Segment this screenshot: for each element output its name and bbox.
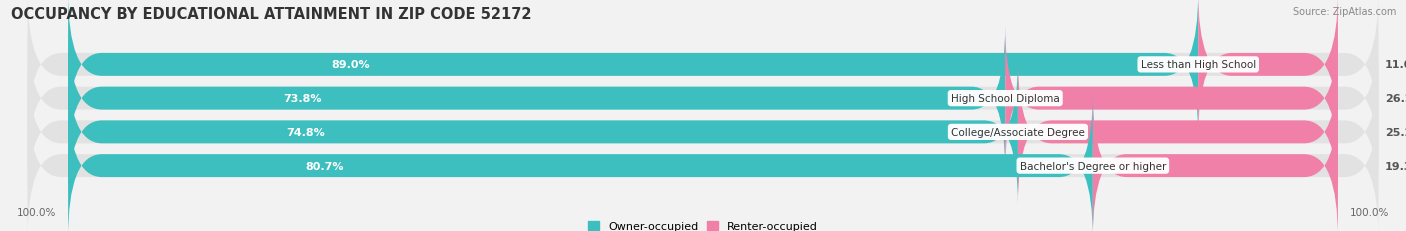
Text: 100.0%: 100.0%: [1350, 207, 1389, 217]
Legend: Owner-occupied, Renter-occupied: Owner-occupied, Renter-occupied: [588, 221, 818, 231]
FancyBboxPatch shape: [28, 26, 1378, 171]
Text: Source: ZipAtlas.com: Source: ZipAtlas.com: [1292, 7, 1396, 17]
Text: 100.0%: 100.0%: [17, 207, 56, 217]
FancyBboxPatch shape: [67, 26, 1005, 171]
FancyBboxPatch shape: [67, 60, 1018, 205]
FancyBboxPatch shape: [67, 93, 1092, 231]
FancyBboxPatch shape: [1092, 93, 1339, 231]
Text: 11.0%: 11.0%: [1385, 60, 1406, 70]
FancyBboxPatch shape: [28, 93, 1378, 231]
Text: 19.3%: 19.3%: [1385, 161, 1406, 171]
FancyBboxPatch shape: [28, 60, 1378, 205]
FancyBboxPatch shape: [28, 0, 1378, 138]
FancyBboxPatch shape: [1198, 0, 1339, 138]
FancyBboxPatch shape: [1005, 26, 1339, 171]
Text: Less than High School: Less than High School: [1140, 60, 1256, 70]
Text: 26.2%: 26.2%: [1385, 94, 1406, 104]
Text: Bachelor's Degree or higher: Bachelor's Degree or higher: [1019, 161, 1166, 171]
FancyBboxPatch shape: [1018, 60, 1339, 205]
Text: 89.0%: 89.0%: [332, 60, 370, 70]
FancyBboxPatch shape: [67, 0, 1198, 138]
Text: College/Associate Degree: College/Associate Degree: [950, 127, 1085, 137]
Text: 80.7%: 80.7%: [305, 161, 343, 171]
Text: OCCUPANCY BY EDUCATIONAL ATTAINMENT IN ZIP CODE 52172: OCCUPANCY BY EDUCATIONAL ATTAINMENT IN Z…: [11, 7, 531, 22]
Text: 73.8%: 73.8%: [283, 94, 322, 104]
Text: 25.2%: 25.2%: [1385, 127, 1406, 137]
Text: High School Diploma: High School Diploma: [950, 94, 1060, 104]
Text: 74.8%: 74.8%: [287, 127, 325, 137]
